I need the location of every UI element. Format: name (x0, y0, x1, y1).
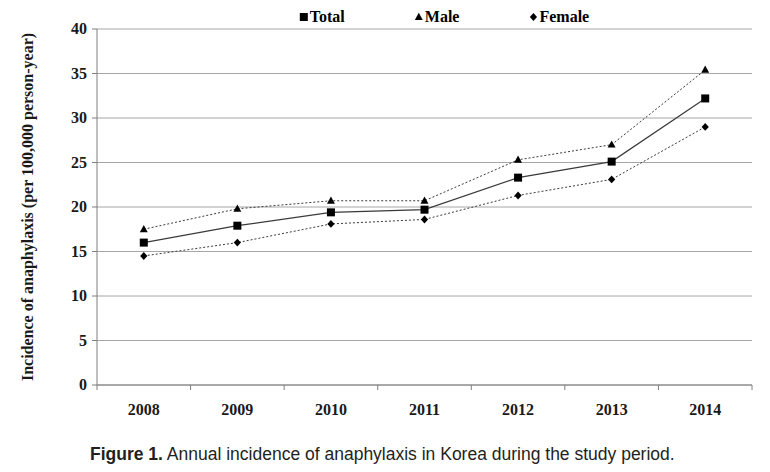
y-tick-label: 0 (79, 376, 87, 393)
data-point (514, 191, 521, 199)
grid-line (97, 73, 752, 74)
data-point (327, 220, 334, 228)
legend-marker (415, 13, 423, 20)
data-point (701, 94, 709, 102)
y-tick (92, 73, 97, 74)
legend-label: Male (425, 8, 460, 25)
data-point (514, 156, 522, 163)
series-line (144, 127, 705, 256)
legend-item: Male (415, 8, 460, 25)
data-point (233, 222, 241, 230)
data-point (702, 123, 709, 131)
data-point (608, 140, 616, 147)
legend-label: Female (539, 8, 589, 25)
legend: Total Male Female (300, 8, 589, 25)
data-point (140, 239, 148, 247)
data-point (608, 175, 615, 183)
data-point (234, 239, 241, 247)
grid-line (97, 29, 752, 30)
data-point (140, 225, 148, 232)
y-tick (92, 29, 97, 30)
y-tick-label: 5 (79, 332, 87, 349)
x-tick-label: 2012 (502, 401, 534, 418)
y-tick-label: 15 (71, 243, 87, 260)
x-tick-label: 2010 (315, 401, 347, 418)
y-tick (92, 207, 97, 208)
grid-line (97, 118, 752, 119)
x-tick (97, 385, 98, 390)
x-tick (564, 385, 565, 390)
x-tick (752, 385, 753, 390)
caption-label: Figure 1. (90, 444, 163, 464)
y-tick (92, 118, 97, 119)
data-point (421, 206, 429, 214)
y-tick-label: 30 (71, 109, 87, 126)
data-point (608, 158, 616, 166)
x-tick-label: 2013 (596, 401, 628, 418)
y-tick (92, 340, 97, 341)
data-point (327, 208, 335, 216)
y-tick-label: 10 (71, 287, 87, 304)
x-tick (377, 385, 378, 390)
x-tick (658, 385, 659, 390)
x-tick (190, 385, 191, 390)
y-tick-label: 40 (71, 20, 87, 37)
grid-line (97, 296, 752, 297)
y-tick-label: 25 (71, 154, 87, 171)
data-point (233, 204, 241, 211)
caption-text: Annual incidence of anaphylaxis in Korea… (163, 444, 675, 464)
data-point (140, 252, 147, 260)
data-point (514, 174, 522, 182)
grid-line (97, 385, 752, 386)
y-tick-label: 20 (71, 198, 87, 215)
data-point (327, 196, 335, 203)
y-tick (92, 296, 97, 297)
x-tick-label: 2011 (409, 401, 440, 418)
y-axis-label: Incidence of anaphylaxis (per 100,000 pe… (19, 33, 37, 381)
data-point (701, 66, 709, 73)
x-tick-label: 2014 (689, 401, 721, 418)
x-tick (284, 385, 285, 390)
x-tick-label: 2009 (221, 401, 253, 418)
legend-item: Total (300, 8, 346, 25)
page: {"chart_data": {"type": "line", "title":… (0, 0, 770, 472)
grid-line (97, 340, 752, 341)
y-tick (92, 251, 97, 252)
y-tick-label: 35 (71, 65, 87, 82)
x-tick (471, 385, 472, 390)
x-tick-label: 2008 (128, 401, 160, 418)
data-point (421, 216, 428, 224)
x-axis (97, 385, 752, 386)
chart: 0 5 10 15 20 25 30 35 40 2008 2009 2010 2011 2012 2013… (0, 0, 770, 472)
y-tick (92, 385, 97, 386)
legend-marker (530, 13, 537, 21)
y-tick (92, 162, 97, 163)
series-line (144, 70, 705, 229)
grid-line (97, 251, 752, 252)
y-axis (97, 29, 98, 385)
grid-line (97, 162, 752, 163)
data-point (421, 196, 429, 203)
legend-label: Total (310, 8, 346, 25)
caption: Figure 1. Annual incidence of anaphylaxi… (90, 444, 675, 464)
series-line (144, 98, 705, 242)
plot-area (140, 66, 709, 260)
legend-marker (300, 13, 308, 21)
legend-item: Female (530, 8, 589, 25)
